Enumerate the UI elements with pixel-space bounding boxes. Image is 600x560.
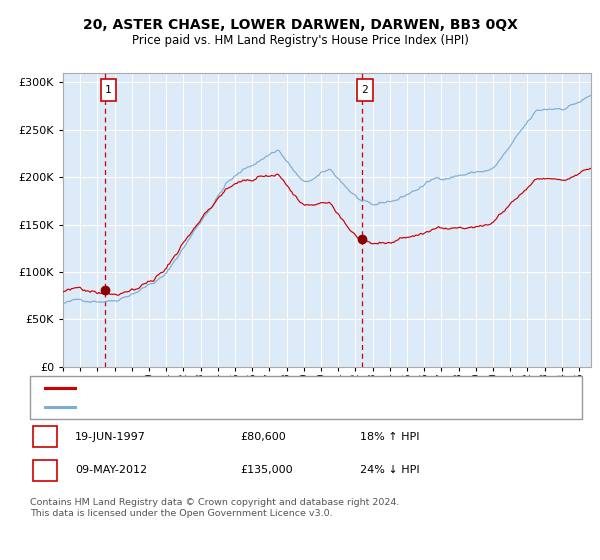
Text: Price paid vs. HM Land Registry's House Price Index (HPI): Price paid vs. HM Land Registry's House …	[131, 34, 469, 46]
Text: 2: 2	[41, 465, 49, 475]
Text: HPI: Average price, detached house, Blackburn with Darwen: HPI: Average price, detached house, Blac…	[81, 403, 410, 412]
Text: 2: 2	[361, 85, 368, 95]
Text: 20, ASTER CHASE, LOWER DARWEN, DARWEN, BB3 0QX (detached house): 20, ASTER CHASE, LOWER DARWEN, DARWEN, B…	[81, 383, 487, 393]
Text: Contains HM Land Registry data © Crown copyright and database right 2024.
This d: Contains HM Land Registry data © Crown c…	[30, 498, 400, 518]
Text: £135,000: £135,000	[240, 465, 293, 475]
Text: 24% ↓ HPI: 24% ↓ HPI	[360, 465, 419, 475]
Bar	[101, 79, 116, 101]
Text: 20, ASTER CHASE, LOWER DARWEN, DARWEN, BB3 0QX: 20, ASTER CHASE, LOWER DARWEN, DARWEN, B…	[83, 18, 517, 32]
Text: £80,600: £80,600	[240, 432, 286, 442]
Text: 19-JUN-1997: 19-JUN-1997	[75, 432, 146, 442]
Text: 18% ↑ HPI: 18% ↑ HPI	[360, 432, 419, 442]
Text: 1: 1	[105, 85, 112, 95]
Text: 09-MAY-2012: 09-MAY-2012	[75, 465, 147, 475]
Text: 1: 1	[41, 432, 49, 442]
Bar	[357, 79, 373, 101]
